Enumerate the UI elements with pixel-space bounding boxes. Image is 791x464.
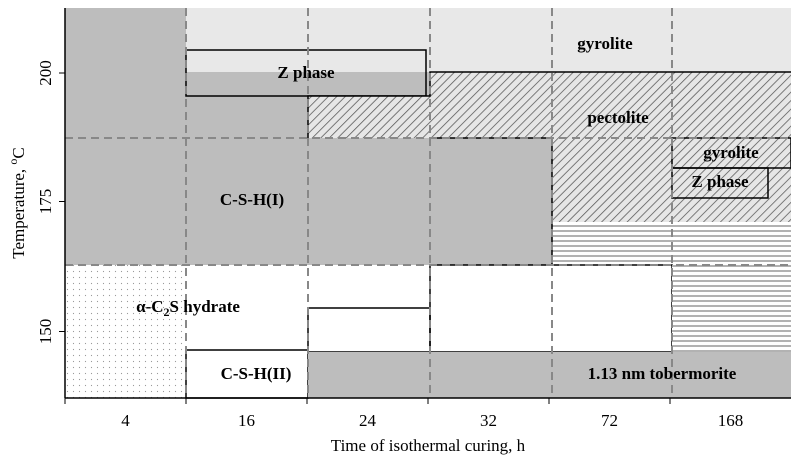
y-tick-label: 175 — [36, 189, 55, 215]
region-label: C-S-H(I) — [220, 190, 284, 209]
region-label: gyrolite — [577, 34, 633, 53]
region-label: gyrolite — [703, 143, 759, 162]
region-label: Z phase — [691, 172, 749, 191]
x-tick-label: 16 — [238, 411, 255, 430]
region-label: α-C2S hydrate — [136, 297, 240, 319]
grid — [65, 8, 791, 398]
y-axis-title: Temperature, oC — [6, 147, 28, 259]
y-tick-label: 200 — [36, 60, 55, 86]
region-label: Z phase — [277, 63, 335, 82]
region-label: pectolite — [587, 108, 649, 127]
x-tick-label: 24 — [359, 411, 377, 430]
y-tick-label: 150 — [36, 319, 55, 345]
x-tick-label: 4 — [121, 411, 130, 430]
x-axis-title: Time of isothermal curing, h — [331, 436, 526, 455]
x-tick-label: 168 — [718, 411, 744, 430]
region-label: 1.13 nm tobermorite — [588, 364, 737, 383]
x-tick-label: 72 — [601, 411, 618, 430]
x-tick-label: 32 — [480, 411, 497, 430]
region-label: C-S-H(II) — [221, 364, 292, 383]
regions — [65, 8, 791, 399]
